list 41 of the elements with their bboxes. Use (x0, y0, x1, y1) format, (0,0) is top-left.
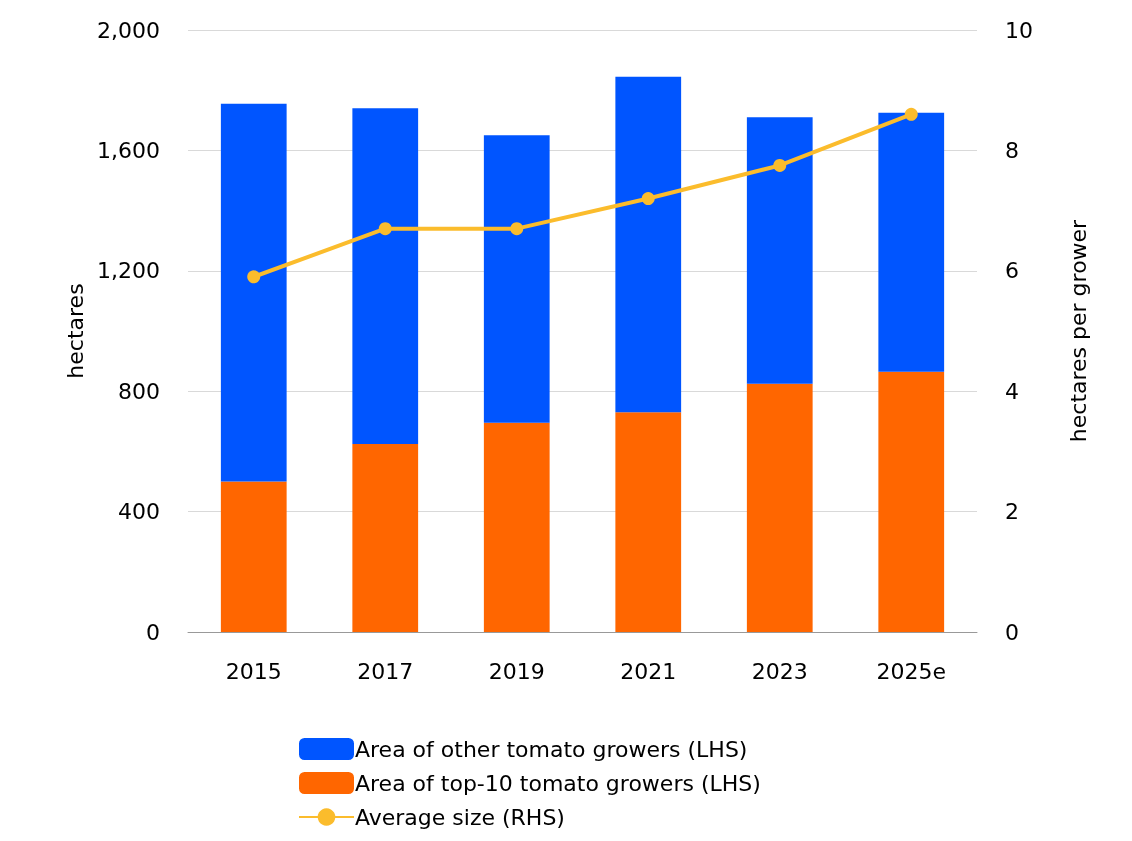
bar (483, 135, 550, 423)
bar (615, 412, 682, 632)
bar (352, 108, 419, 444)
y-tick-label: 400 (118, 499, 160, 525)
bar (746, 383, 813, 632)
x-tick-label: 2023 (751, 658, 808, 684)
y2-tick-label: 8 (1005, 137, 1019, 163)
x-tick-label: 2021 (620, 658, 677, 684)
point (773, 158, 787, 172)
x-tick-label: 2017 (357, 658, 414, 684)
bar (746, 117, 813, 384)
point (247, 270, 261, 284)
y2-tick-label: 4 (1005, 378, 1019, 404)
x-tick-label: 2015 (225, 658, 282, 684)
point (378, 222, 392, 236)
bar (220, 481, 287, 632)
y-tick-label: 800 (118, 378, 160, 404)
y2-axis-title: hectares per grower (1065, 218, 1091, 443)
y-tick-label: 0 (146, 619, 160, 645)
bar (352, 443, 419, 632)
y-axis-title: hectares (62, 283, 88, 379)
y2-tick-label: 0 (1005, 619, 1019, 645)
bar (483, 422, 550, 632)
bar (878, 112, 945, 372)
x-tick-label: 2019 (488, 658, 545, 684)
point (510, 222, 524, 236)
bar (878, 371, 945, 632)
legend-label: Average size (RHS) (355, 804, 565, 830)
bar (615, 76, 682, 413)
bar (220, 103, 287, 482)
legend-label: Area of other tomato growers (LHS) (355, 736, 748, 762)
y-tick-label: 1,200 (97, 258, 160, 284)
x-tick-label: 2025e (876, 658, 947, 684)
point (904, 107, 918, 121)
y2-tick-label: 6 (1005, 258, 1019, 284)
y-tick-label: 1,600 (97, 137, 160, 163)
point (641, 192, 655, 206)
y-tick-label: 2,000 (97, 17, 160, 43)
y2-tick-label: 10 (1005, 17, 1033, 43)
legend-label: Area of top-10 tomato growers (LHS) (355, 770, 761, 796)
y2-tick-label: 2 (1005, 499, 1019, 525)
